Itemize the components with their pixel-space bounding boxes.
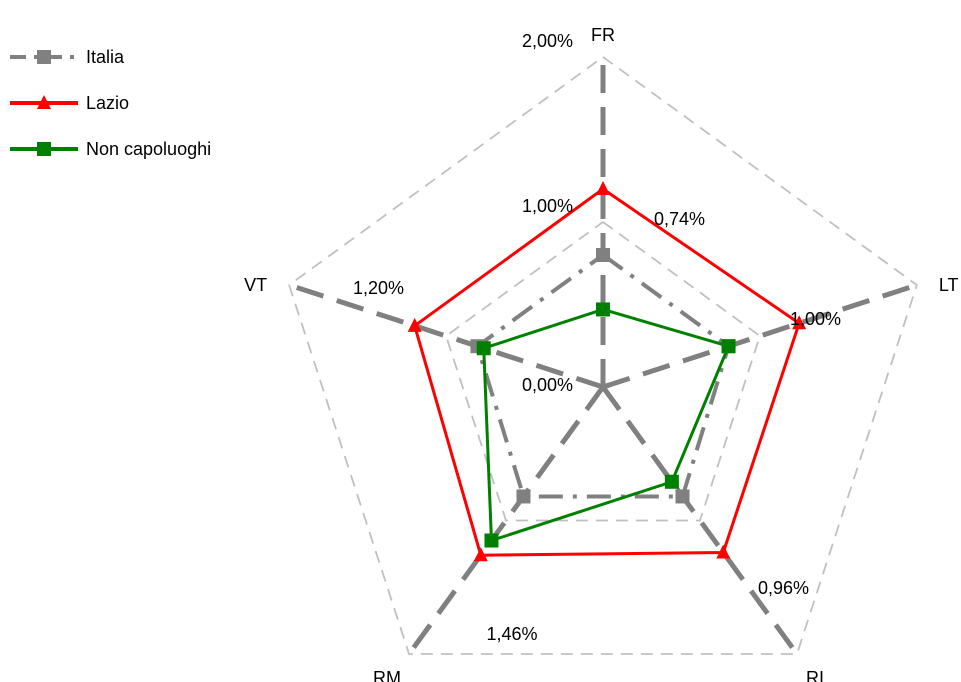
axis-spoke-RM: [407, 385, 606, 656]
category-label-RM: RM: [373, 668, 401, 682]
series-line-2: [482, 307, 731, 543]
marker-1-VT: [407, 317, 422, 332]
series: [407, 181, 807, 562]
marker-1-FR: [596, 181, 610, 195]
category-label-LT: LT: [939, 275, 959, 295]
axis-spoke-VT: [288, 282, 604, 390]
grid-ring-1: [445, 220, 761, 522]
marker-2-FR: [596, 302, 610, 317]
annotation-VT: 1,20%: [353, 278, 404, 298]
axes: [288, 57, 918, 656]
labels: FR LT RI RM VT 0,00% 1,00% 2,00% 0,74% 1,00% 0,96%…: [244, 25, 958, 682]
marker-2-RI: [664, 474, 679, 489]
axis-spoke-RI: [600, 385, 799, 656]
annotation-FR: 0,74%: [654, 209, 705, 229]
marker-1-LT: [792, 315, 807, 330]
axis-spoke-LT: [602, 282, 918, 390]
category-label-FR: FR: [591, 25, 615, 45]
legend-label-1: Lazio: [86, 93, 129, 113]
legend-marker-1: [37, 95, 51, 109]
category-label-VT: VT: [244, 275, 267, 295]
tick-label-2: 2,00%: [522, 31, 573, 51]
marker-0-FR: [596, 248, 610, 262]
grid-ring-2: [288, 55, 918, 655]
tick-label-1: 1,00%: [522, 196, 573, 216]
annotation-LT: 1,00%: [790, 309, 841, 329]
marker-0-RI: [675, 489, 690, 504]
series-line-1: [412, 187, 801, 557]
annotation-RM: 1,46%: [486, 624, 537, 644]
legend: Italia Lazio Non capoluoghi: [10, 47, 211, 159]
marker-2-LT: [721, 339, 736, 354]
marker-2-VT: [476, 341, 491, 356]
legend-label-2: Non capoluoghi: [86, 139, 211, 159]
marker-0-RM: [516, 489, 531, 504]
legend-marker-0: [37, 50, 51, 64]
marker-2-RM: [484, 533, 499, 548]
marker-1-RM: [473, 547, 488, 562]
category-label-RI: RI: [806, 668, 824, 682]
legend-marker-2: [37, 142, 51, 156]
grid: [288, 55, 918, 655]
annotation-RI: 0,96%: [758, 578, 809, 598]
legend-label-0: Italia: [86, 47, 125, 67]
tick-label-0: 0,00%: [522, 375, 573, 395]
series-line-0: [475, 252, 731, 499]
marker-1-RI: [716, 544, 731, 559]
